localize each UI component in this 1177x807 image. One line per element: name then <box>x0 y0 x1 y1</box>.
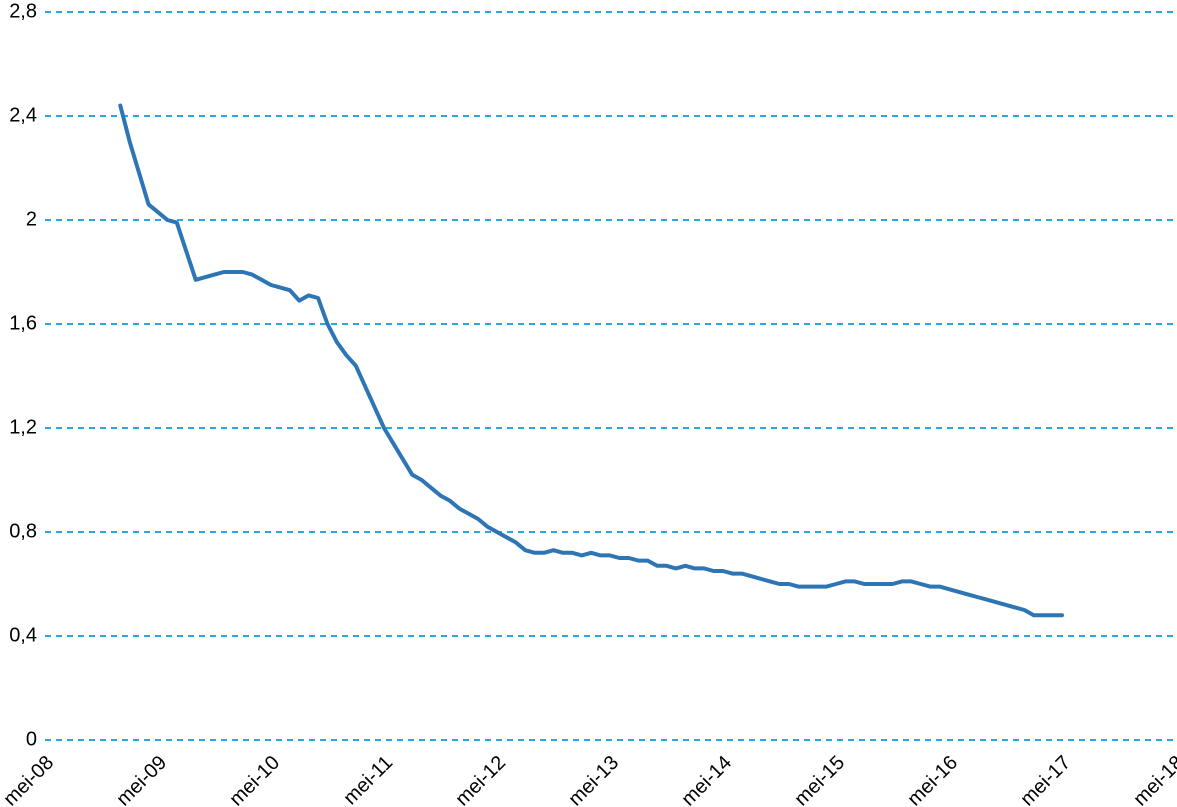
y-tick-label: 2,4 <box>9 104 37 126</box>
x-tick-label: mei-16 <box>903 752 962 807</box>
x-tick-label: mei-09 <box>112 752 171 807</box>
y-tick-label: 0,4 <box>9 624 37 646</box>
x-tick-label: mei-08 <box>0 752 58 807</box>
x-tick-label: mei-13 <box>564 752 623 807</box>
y-tick-label: 1,6 <box>9 312 37 334</box>
x-tick-label: mei-10 <box>225 752 284 807</box>
y-tick-label: 2 <box>26 208 37 230</box>
x-tick-label: mei-18 <box>1129 752 1177 807</box>
y-gridlines: 0 0,4 0,8 1,2 1,6 2 2,4 2,8 <box>9 0 1175 750</box>
y-tick-label: 0 <box>26 728 37 750</box>
line-chart: 00,40,81,21,622,42,8mei-08mei-09mei-10me… <box>0 0 1177 807</box>
x-tick-label: mei-12 <box>451 752 510 807</box>
main-series <box>120 106 1062 616</box>
x-tick-labels: mei-08 mei-09 mei-10 mei-11 mei-12 mei-13 mei-… <box>0 752 1177 807</box>
y-tick-label: 0,8 <box>9 520 37 542</box>
x-tick-label: mei-14 <box>677 752 736 807</box>
y-tick-label: 2,8 <box>9 0 37 22</box>
x-tick-label: mei-17 <box>1016 752 1075 807</box>
x-tick-label: mei-15 <box>790 752 849 807</box>
y-tick-label: 1,2 <box>9 416 37 438</box>
x-tick-label: mei-11 <box>339 752 397 807</box>
